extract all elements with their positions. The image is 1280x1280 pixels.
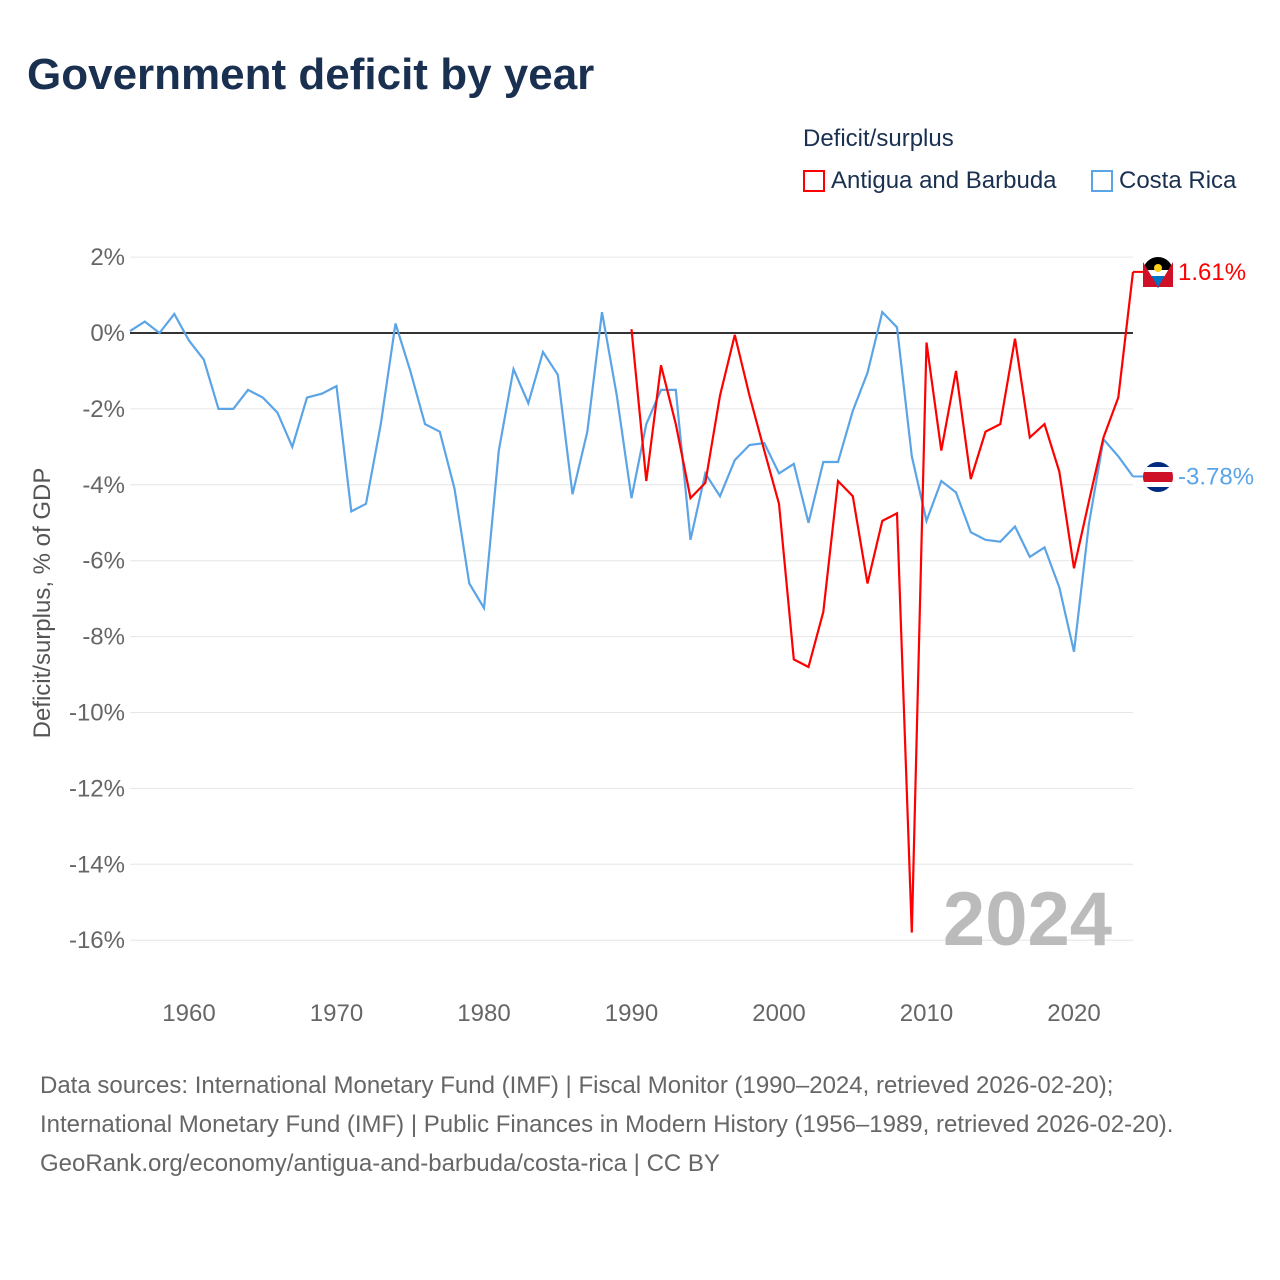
flag-antigua-icon: [1143, 257, 1173, 288]
series-line-costa-rica: [129, 309, 1134, 653]
chart-title: Government deficit by year: [27, 50, 595, 99]
legend-swatch-antigua: [803, 170, 825, 192]
end-value-label: -3.78%: [1178, 463, 1254, 490]
x-tick-label: 1980: [457, 1000, 510, 1027]
legend-title: Deficit/surplus: [803, 125, 954, 152]
y-tick-label: -12%: [69, 775, 125, 802]
line-chart: 2% 0% -2% -4% -6% -8% -10% -12% -14% -16% 1960 1970…: [29, 244, 1254, 1027]
data-sources-text: Data sources: International Monetary Fun…: [40, 1072, 1174, 1138]
x-tick-label: 1990: [605, 1000, 658, 1027]
legend-item-antigua[interactable]: Antigua and Barbuda: [803, 167, 1057, 195]
x-tick-label: 2020: [1047, 1000, 1100, 1027]
x-tick-label: 1970: [310, 1000, 363, 1027]
end-value-label: 1.61%: [1178, 259, 1246, 286]
legend-item-costa-rica[interactable]: Costa Rica: [1091, 167, 1236, 195]
year-watermark: 2024: [943, 877, 1112, 962]
legend-swatch-costa-rica: [1091, 170, 1113, 192]
y-tick-label: 0%: [90, 320, 125, 347]
flag-costa-rica-icon: [1143, 462, 1173, 492]
y-tick-label: 2%: [90, 244, 125, 271]
x-tick-label: 2010: [900, 1000, 953, 1027]
x-tick-label: 2000: [752, 1000, 805, 1027]
sources: Data sources: International Monetary Fun…: [40, 1066, 1240, 1183]
y-tick-label: -10%: [69, 700, 125, 727]
y-tick-label: -6%: [82, 548, 125, 575]
legend-label: Costa Rica: [1119, 167, 1237, 194]
y-axis-label: Deficit/surplus, % of GDP: [29, 468, 56, 739]
series-line-antigua-and-barbuda: [630, 271, 1135, 933]
y-tick-label: -16%: [69, 927, 125, 954]
x-tick-label: 1960: [162, 1000, 215, 1027]
legend-label: Antigua and Barbuda: [831, 167, 1057, 194]
attribution-link[interactable]: GeoRank.org/economy/antigua-and-barbuda/…: [40, 1150, 720, 1177]
y-tick-label: -14%: [69, 851, 125, 878]
y-tick-label: -4%: [82, 472, 125, 499]
y-tick-label: -8%: [82, 624, 125, 651]
y-tick-label: -2%: [82, 396, 125, 423]
